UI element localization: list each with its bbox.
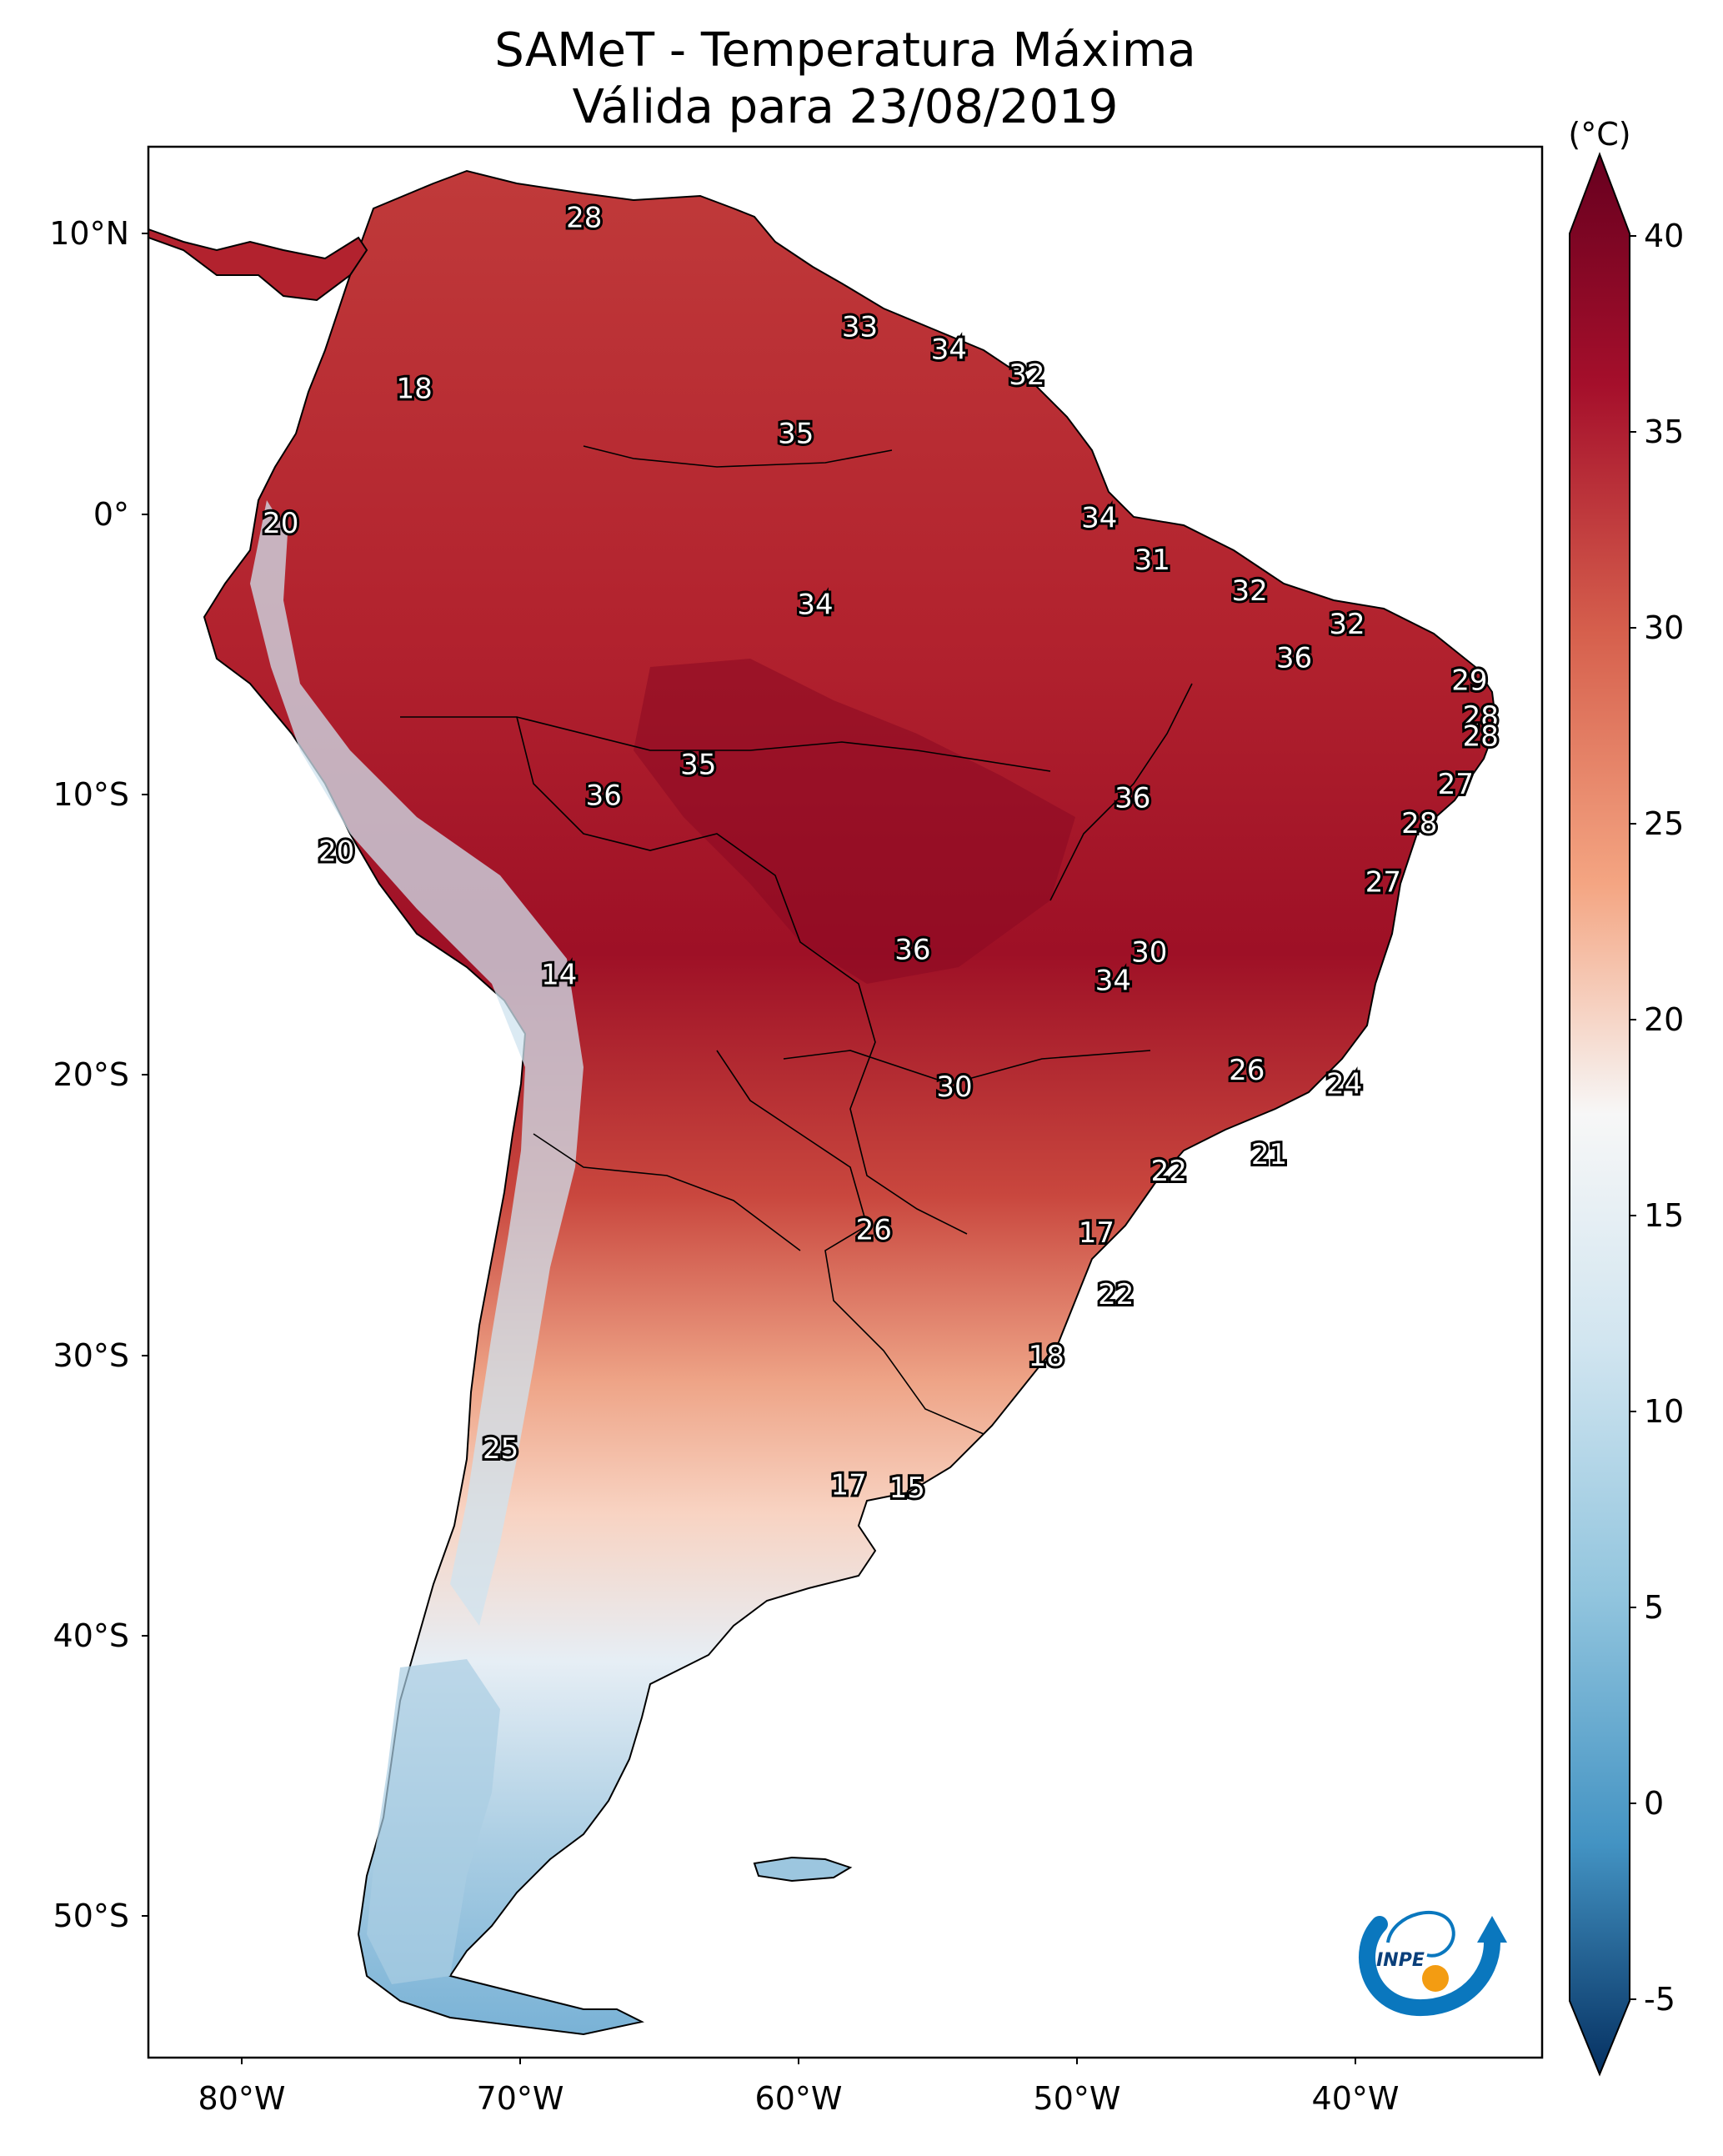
colorbar-tick-label: 20 <box>1644 1001 1684 1038</box>
lon-tick-label: 80°W <box>198 2080 286 2117</box>
isotherm-label: 34 <box>931 333 967 367</box>
lon-tick-label: 40°W <box>1312 2080 1400 2117</box>
isotherm-label: 27 <box>1365 866 1401 900</box>
isotherm-label: 32 <box>1009 358 1044 392</box>
plot-frame <box>147 145 1544 2059</box>
isotherm-label: 21 <box>1251 1138 1287 1171</box>
isotherm-label: 22 <box>1098 1278 1134 1311</box>
isotherm-label: 36 <box>894 933 930 966</box>
lat-tick-label: 10°S <box>53 776 129 813</box>
colorbar-bar <box>1569 152 1630 2077</box>
isotherm-label: 28 <box>1463 720 1499 754</box>
isotherm-label: 18 <box>396 373 432 406</box>
map-subtitle: Válida para 23/08/2019 <box>572 80 1119 134</box>
isotherm-label: 32 <box>1231 574 1267 608</box>
colorbar-tick-label: 15 <box>1644 1197 1684 1234</box>
isotherm-label: 30 <box>936 1070 972 1104</box>
isotherm-label: 15 <box>889 1472 925 1505</box>
colorbar-tick-label: 35 <box>1644 414 1684 450</box>
isotherm-label: 36 <box>1114 782 1150 815</box>
isotherm-label: 36 <box>1276 642 1312 675</box>
isotherm-label: 25 <box>483 1432 518 1466</box>
isotherm-label: 17 <box>830 1469 866 1502</box>
isotherm-label: 28 <box>1463 700 1499 734</box>
isotherm-label: 30 <box>1131 936 1167 970</box>
lat-tick-label: 40°S <box>53 1617 129 1654</box>
isotherm-label: 35 <box>778 418 814 451</box>
isotherm-label: 35 <box>680 748 716 781</box>
isotherm-label: 22 <box>1151 1155 1187 1188</box>
colorbar-tick-label: 40 <box>1644 218 1684 254</box>
colorbar-tick-label: 5 <box>1644 1589 1664 1626</box>
isotherm-label: 29 <box>1451 664 1487 697</box>
lat-tick-label: 50°S <box>53 1898 129 1934</box>
colorbar: (°C) 40 35 30 25 20 15 10 5 0 -5 <box>1568 116 1684 2077</box>
colorbar-tick-label: 0 <box>1644 1785 1664 1822</box>
isotherm-label: 17 <box>1079 1216 1114 1250</box>
isotherm-label: 31 <box>1134 544 1170 577</box>
isotherm-label: 34 <box>1095 964 1131 997</box>
logo-sun-icon <box>1422 1965 1449 1992</box>
isotherm-label: 34 <box>797 589 833 622</box>
latitude-axis: 10°N 0° 10°S 20°S 30°S 40°S 50°S <box>49 215 148 1934</box>
lat-tick-label: 10°N <box>49 215 129 252</box>
isotherm-label: 20 <box>263 507 298 540</box>
central-america-landmass <box>148 228 368 302</box>
isotherm-label: 33 <box>842 311 878 344</box>
colorbar-tick-label: -5 <box>1644 1981 1675 2018</box>
logo-swoosh-icon <box>1359 1916 1500 2017</box>
isotherm-label: 27 <box>1438 768 1474 801</box>
inpe-logo: INPE <box>1359 1911 1507 2017</box>
patagonia-cool-region <box>367 1659 500 1984</box>
isotherm-label: 26 <box>1229 1054 1265 1087</box>
isotherm-label: 32 <box>1329 608 1365 641</box>
lon-tick-label: 50°W <box>1034 2080 1121 2117</box>
map-title: SAMeT - Temperatura Máxima <box>494 23 1196 78</box>
plot-area <box>148 169 1498 2036</box>
isotherm-label: 24 <box>1326 1068 1362 1101</box>
isotherm-label: 18 <box>1029 1340 1064 1373</box>
longitude-axis: 80°W 70°W 60°W 50°W 40°W <box>198 2058 1400 2117</box>
colorbar-tick-label: 30 <box>1644 609 1684 646</box>
logo-orbit-icon <box>1386 1911 1455 1958</box>
colorbar-tick-label: 10 <box>1644 1393 1684 1430</box>
lat-tick-label: 20°S <box>53 1056 129 1093</box>
lat-tick-label: 30°S <box>53 1337 129 1374</box>
colorbar-unit: (°C) <box>1568 116 1630 153</box>
logo-text: INPE <box>1376 1950 1425 1971</box>
hot-core-region <box>634 659 1075 984</box>
andes-cool-strip <box>250 500 584 1626</box>
national-borders <box>400 445 1193 1435</box>
isotherm-label: 20 <box>318 835 354 869</box>
isotherm-label: 26 <box>856 1214 892 1247</box>
falkland-islands <box>753 1856 853 1883</box>
logo-arrow-icon <box>1477 1916 1507 1943</box>
lon-tick-label: 60°W <box>755 2080 843 2117</box>
lon-tick-label: 70°W <box>477 2080 564 2117</box>
isotherm-label: 28 <box>566 202 602 235</box>
isotherm-label: 36 <box>586 779 622 812</box>
isotherm-label: 34 <box>1081 501 1117 534</box>
lat-tick-label: 0° <box>93 496 129 533</box>
isotherm-label: 14 <box>541 959 577 992</box>
isotherm-label: 28 <box>1401 807 1437 840</box>
colorbar-tick-label: 25 <box>1644 805 1684 842</box>
